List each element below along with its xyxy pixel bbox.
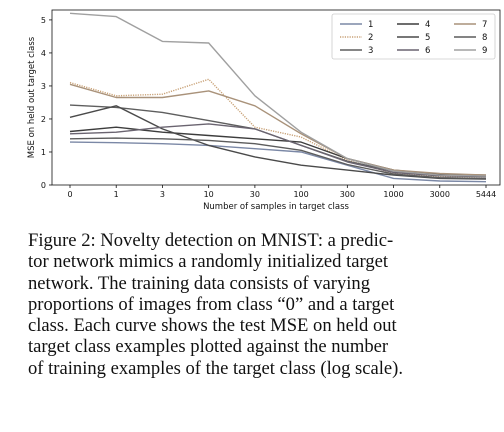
series-line-1 xyxy=(69,141,487,183)
legend-label-2: 2 xyxy=(368,33,373,43)
plot-frame xyxy=(51,9,501,186)
series-line-6 xyxy=(69,123,487,178)
legend-label-6: 6 xyxy=(425,46,430,56)
y-tick-label: 1 xyxy=(41,148,46,157)
x-tick-label: 5444 xyxy=(476,190,496,199)
x-axis-label: Number of samples in target class xyxy=(203,202,349,212)
x-tick-label: 3 xyxy=(160,190,165,199)
y-tick-label: 2 xyxy=(41,115,46,124)
x-tick-label: 0 xyxy=(67,190,72,199)
legend-label-1: 1 xyxy=(368,20,373,30)
caption-line: target class examples plotted against th… xyxy=(28,336,389,358)
caption-line: Figure 2: Novelty detection on MNIST: a … xyxy=(28,230,394,251)
caption-line: proportions of images from class “0” and… xyxy=(28,293,395,315)
x-tick-label: 10 xyxy=(204,190,214,199)
caption-line: of training examples of the target class… xyxy=(28,357,404,379)
y-tick-label: 5 xyxy=(41,16,46,25)
x-tick-label: 300 xyxy=(340,190,355,199)
caption-line: network. The training data consists of v… xyxy=(28,272,371,294)
x-axis-ticks: 0 1 3 10 30 100 300 1000 3000 5444 xyxy=(67,185,496,199)
x-tick-label: 3000 xyxy=(430,190,450,199)
series-lines xyxy=(69,12,487,183)
legend-label-4: 4 xyxy=(425,20,430,30)
series-line-2 xyxy=(69,78,486,178)
x-tick-label: 1000 xyxy=(383,190,403,199)
legend: 1 2 3 4 5 6 7 8 9 xyxy=(331,13,496,60)
legend-label-7: 7 xyxy=(482,20,487,30)
x-tick-label: 30 xyxy=(250,190,260,199)
legend-label-3: 3 xyxy=(368,46,373,56)
legend-label-5: 5 xyxy=(425,33,430,43)
caption-line: tor network mimics a randomly initialize… xyxy=(28,251,389,273)
y-tick-label: 4 xyxy=(41,49,46,58)
mse-line-chart: 0 1 2 3 4 5 0 1 3 10 30 100 300 1000 3000 5444 MSE on … xyxy=(27,9,501,212)
series-line-5 xyxy=(69,105,487,180)
plot-border xyxy=(51,9,501,186)
y-axis-label: MSE on held out target class xyxy=(27,36,37,158)
caption-line: class. Each curve shows the test MSE on … xyxy=(28,315,397,337)
legend-label-9: 9 xyxy=(482,46,487,56)
series-line-9 xyxy=(69,12,487,177)
legend-label-8: 8 xyxy=(482,33,487,43)
series-line-8 xyxy=(69,137,487,180)
x-tick-label: 1 xyxy=(114,190,119,199)
x-tick-label: 100 xyxy=(293,190,308,199)
y-tick-label: 0 xyxy=(41,181,46,190)
figure: 0 1 2 3 4 5 0 1 3 10 30 100 300 1000 3000 5444 MSE on … xyxy=(27,9,501,212)
y-tick-label: 3 xyxy=(41,82,46,91)
series-line-7 xyxy=(69,83,487,176)
figure-caption: Figure 2: Novelty detection on MNIST: a … xyxy=(28,230,490,379)
y-axis-ticks: 0 1 2 3 4 5 xyxy=(41,16,52,190)
series-line-4 xyxy=(69,126,487,176)
